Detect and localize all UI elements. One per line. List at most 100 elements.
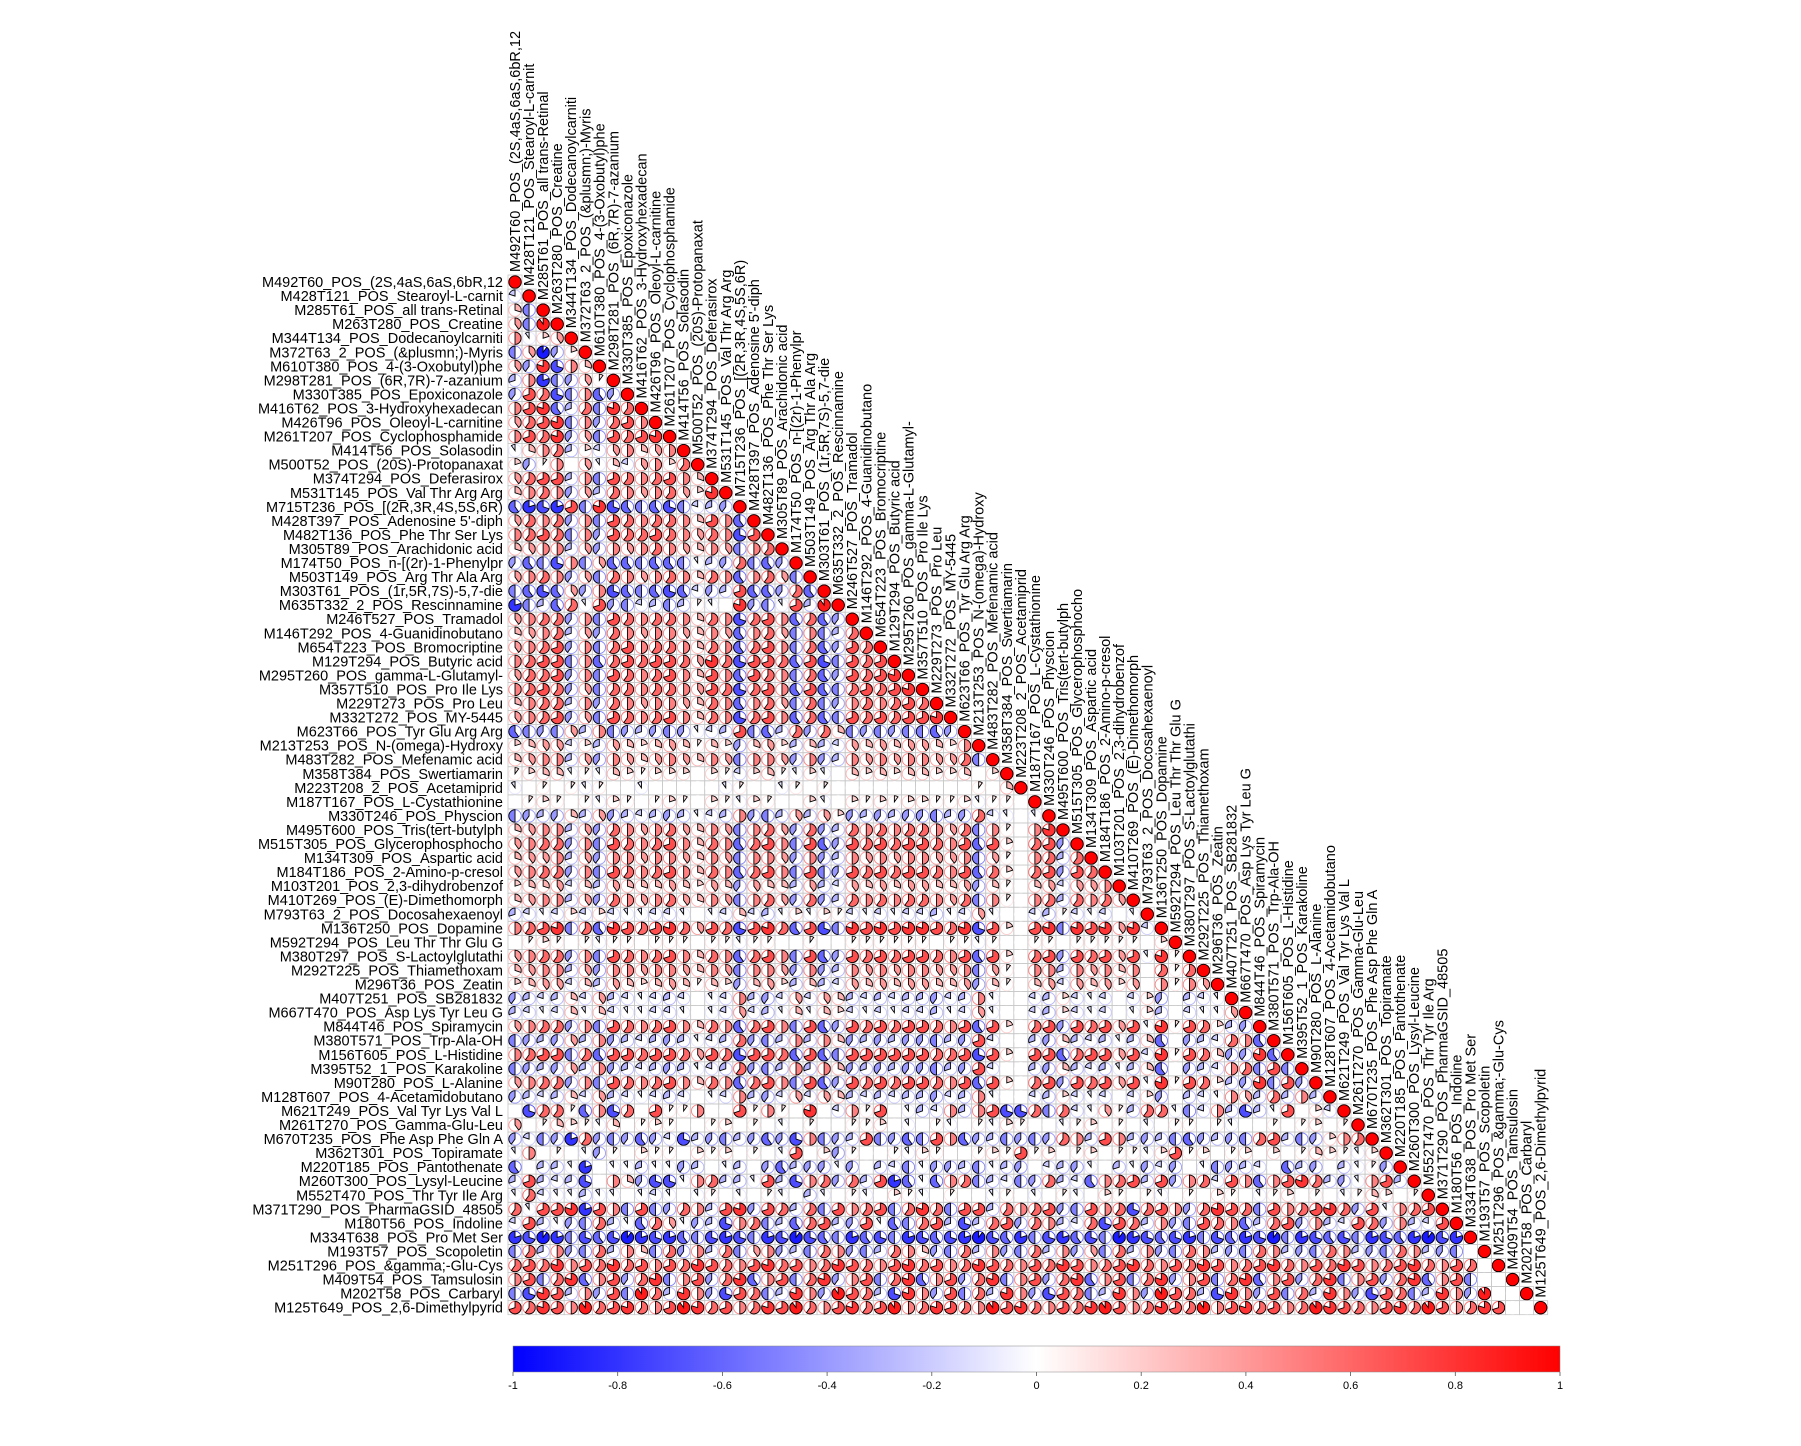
pie-mark (775, 724, 783, 735)
pie-mark (626, 696, 635, 711)
pie-mark (761, 724, 773, 739)
pie-mark (693, 1034, 699, 1043)
pie-mark (655, 879, 663, 889)
pie-mark (1076, 879, 1084, 892)
pie-mark (1210, 977, 1225, 992)
pie-mark (592, 415, 600, 429)
pie-mark (683, 935, 688, 944)
pie-mark (592, 682, 600, 697)
pie-mark (922, 963, 930, 978)
pie-mark (753, 753, 761, 767)
pie-mark (890, 1076, 902, 1090)
matrix-cell (1013, 949, 1029, 964)
pie-mark (620, 809, 628, 819)
pie-mark (592, 753, 600, 766)
pie-mark (663, 907, 671, 915)
pie-mark (669, 443, 677, 458)
pie-mark (584, 443, 592, 452)
pie-mark (637, 907, 642, 916)
pie-mark (1241, 1062, 1253, 1076)
pie-mark (890, 1020, 902, 1034)
pie-mark (972, 893, 980, 907)
pie-mark (679, 1048, 691, 1062)
pie-mark (697, 514, 705, 524)
pie-mark (862, 710, 873, 725)
pie-mark (641, 963, 649, 977)
pie-mark (528, 865, 536, 879)
pie-mark (705, 682, 719, 697)
matrix-cell (549, 780, 565, 796)
pie-mark (890, 1005, 895, 1015)
pie-mark (873, 640, 887, 654)
matrix-cell (1013, 991, 1029, 1006)
pie-mark (1132, 935, 1138, 944)
pie-mark (584, 612, 592, 626)
pie-mark (662, 584, 677, 598)
pie-mark (777, 781, 783, 790)
matrix-cell (830, 780, 846, 796)
pie-mark (735, 1034, 747, 1048)
pie-mark (775, 1062, 783, 1072)
pie-mark (651, 865, 663, 879)
pie-mark (805, 640, 817, 654)
pie-mark (669, 458, 677, 466)
pie-mark (609, 570, 621, 584)
pie-mark (817, 654, 831, 669)
pie-mark (817, 963, 825, 977)
pie-mark (817, 739, 825, 749)
pie-mark (761, 598, 769, 612)
pie-mark (620, 415, 635, 430)
pie-mark (719, 486, 733, 500)
pie-mark (733, 879, 741, 892)
pie-mark (1140, 921, 1148, 929)
pie-mark (592, 710, 600, 725)
pie-mark (570, 809, 578, 819)
pie-mark (972, 1076, 983, 1090)
pie-mark (1185, 963, 1197, 978)
pie-mark (648, 1062, 656, 1072)
pie-mark (1118, 949, 1126, 963)
pie-mark (831, 739, 839, 747)
pie-mark (901, 1005, 909, 1014)
pie-mark (536, 724, 544, 738)
pie-mark (725, 795, 731, 804)
pie-mark (893, 851, 902, 864)
pie-mark (648, 1034, 656, 1044)
pie-mark (992, 893, 1000, 907)
pie-mark (1006, 893, 1012, 902)
pie-mark (598, 907, 606, 915)
pie-mark (550, 1034, 558, 1047)
pie-mark (1056, 977, 1064, 986)
pie-outline (831, 767, 845, 781)
pie-mark (747, 809, 755, 822)
pie-mark (859, 626, 873, 640)
pie-mark (514, 977, 522, 986)
pie-mark (665, 486, 677, 500)
pie-mark (781, 710, 789, 725)
pie-outline (775, 795, 789, 809)
pie-mark (514, 359, 522, 372)
pie-mark (609, 893, 621, 907)
pie-mark (862, 696, 873, 711)
pie-mark (809, 795, 817, 803)
pie-mark (641, 415, 648, 430)
matrix-cell (1013, 794, 1029, 810)
pie-mark (809, 753, 817, 767)
pie-mark (733, 739, 741, 752)
pie-outline (1014, 837, 1028, 851)
pie-mark (739, 809, 747, 823)
pie-mark (1253, 1020, 1267, 1034)
pie-mark (862, 654, 873, 669)
pie-outline (831, 795, 845, 809)
pie-mark (584, 949, 592, 964)
pie-mark (1086, 991, 1092, 1000)
pie-mark (637, 528, 649, 542)
pie-mark (623, 612, 635, 626)
pie-mark (612, 443, 621, 457)
pie-mark (564, 542, 572, 552)
pie-mark (845, 612, 859, 626)
pie-mark (514, 767, 520, 776)
pie-mark (873, 654, 887, 669)
pie-mark (749, 682, 761, 697)
pie-mark (789, 739, 797, 749)
